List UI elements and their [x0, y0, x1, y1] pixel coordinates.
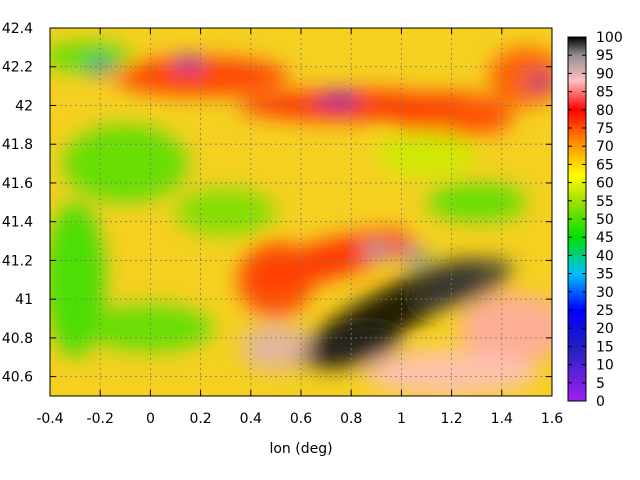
heat-region-20: [398, 248, 430, 261]
y-tick-label: 41.6: [2, 176, 33, 192]
colorbar-tick-label: 50: [596, 212, 614, 228]
heat-region-13: [62, 124, 189, 203]
colorbar-tick-label: 40: [596, 248, 614, 264]
colorbar-tick-label: 85: [596, 85, 614, 101]
heat-region-3: [459, 293, 552, 364]
x-tick-label: -0.4: [36, 411, 63, 427]
y-tick-label: 41.8: [2, 137, 33, 153]
x-tick-label: 0.4: [240, 411, 262, 427]
colorbar-tick-label: 20: [596, 321, 614, 337]
colorbar-tick-label: 60: [596, 176, 614, 192]
colorbar-tick-label: 55: [596, 194, 614, 210]
y-tick-label: 41: [15, 292, 33, 308]
y-tick-label: 42.2: [2, 60, 33, 76]
x-tick-label: 1: [397, 411, 406, 427]
heat-region-23: [175, 57, 201, 69]
x-tick-label: -0.2: [87, 411, 114, 427]
y-tick-label: 42.4: [2, 21, 33, 37]
x-tick-label: 0.8: [340, 411, 362, 427]
x-axis-label: lon (deg): [269, 441, 332, 457]
colorbar-tick-label: 95: [596, 48, 614, 64]
heat-region-24: [526, 76, 552, 89]
x-tick-label: 1.2: [440, 411, 462, 427]
colorbar-tick-label: 35: [596, 267, 614, 283]
colorbar-tick-label: 0: [596, 394, 605, 410]
colorbar-tick-label: 5: [596, 376, 605, 392]
colorbar-tick-label: 25: [596, 303, 614, 319]
colorbar-tick-label: 75: [596, 121, 614, 137]
heat-region-7: [238, 241, 314, 319]
colorbar-tick-label: 15: [596, 339, 614, 355]
heat-region-11: [489, 47, 552, 106]
x-tick-label: 0.2: [189, 411, 211, 427]
heat-region-14: [50, 202, 106, 358]
colorbar-tick-label: 70: [596, 139, 614, 155]
heat-region-2: [301, 326, 401, 369]
heat-region-4: [363, 349, 540, 396]
x-tick-label: 0: [146, 411, 155, 427]
heat-region-10: [388, 91, 515, 139]
heat-region-16: [426, 182, 527, 222]
heat-region-1: [416, 258, 512, 309]
x-tick-label: 1.4: [491, 411, 513, 427]
heat-region-12: [50, 41, 133, 73]
colorbar-tick-label: 65: [596, 157, 614, 173]
y-tick-label: 42: [15, 98, 33, 114]
x-tick-label: 1.6: [541, 411, 563, 427]
y-tick-label: 40.8: [2, 331, 33, 347]
y-tick-label: 41.4: [2, 215, 33, 231]
heat-region-19: [363, 244, 389, 257]
x-tick-label: 0.6: [290, 411, 312, 427]
colorbar-tick-label: 10: [596, 358, 614, 374]
colorbar-tick-label: 45: [596, 230, 614, 246]
colorbar-tick-label: 80: [596, 103, 614, 119]
y-tick-label: 41.2: [2, 253, 33, 269]
heat-region-5: [240, 324, 312, 371]
colorbar-tick-label: 30: [596, 285, 614, 301]
heat-region-15: [175, 188, 276, 236]
colorbar-tick-label: 90: [596, 66, 614, 82]
heat-region-21: [318, 93, 359, 106]
y-tick-label: 40.6: [2, 370, 33, 386]
colorbar-tick-label: 100: [596, 30, 623, 46]
heat-region-18: [376, 130, 477, 178]
